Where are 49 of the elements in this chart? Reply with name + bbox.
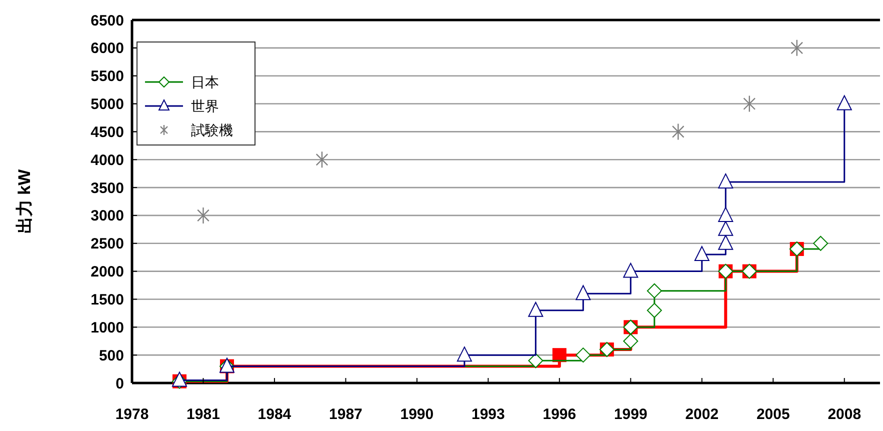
y-tick-label: 2000 [90,264,124,281]
point [646,283,662,298]
x-tick-label: 2008 [828,406,862,423]
point [790,39,804,57]
y-tick-label: 4500 [90,124,124,141]
point [528,302,544,317]
y-tick-label: 5500 [90,68,124,86]
point [813,236,828,251]
y-tick-label: 1500 [90,291,124,308]
y-tick-label: 4000 [90,152,124,169]
x-tick-label: 2002 [685,406,719,423]
y-tick-label: 3500 [90,180,124,197]
y-tick-label: 6000 [90,40,124,58]
x-tick-label: 1993 [472,406,505,423]
y-tick-label: 3000 [90,208,124,225]
y-tick-label: 0 [116,375,124,392]
point [576,348,591,363]
y-tick-label: 500 [98,347,124,364]
point [456,346,472,362]
legend-label: 日本 [191,74,219,90]
point [528,353,544,368]
point [316,151,328,168]
point [672,123,684,140]
x-tick-label: 1990 [400,406,434,423]
point [718,206,734,222]
point [623,334,638,349]
point [694,246,710,262]
y-tick-label: 1000 [90,319,124,336]
x-tick-label: 1999 [614,406,648,423]
y-tick-label: 5000 [90,96,124,114]
legend-label: 世界 [191,98,219,114]
point [718,220,734,236]
y-tick-label: 6500 [90,12,124,30]
point [646,302,662,318]
y-tick-label: 2500 [90,236,124,253]
point [836,95,852,110]
x-tick-label: 2005 [756,406,790,423]
x-tick-label: 1981 [186,406,220,423]
legend-label: 試験機 [191,122,233,138]
point [743,95,756,112]
y-axis-title: 出力 kW [15,168,34,234]
point [718,234,734,250]
x-tick-label: 1996 [542,406,576,423]
point [718,173,734,188]
x-tick-label: 1987 [329,406,362,423]
point [623,262,638,278]
x-tick-label: 1984 [258,406,292,423]
x-tick-label: 1978 [115,406,149,423]
point [576,285,591,300]
